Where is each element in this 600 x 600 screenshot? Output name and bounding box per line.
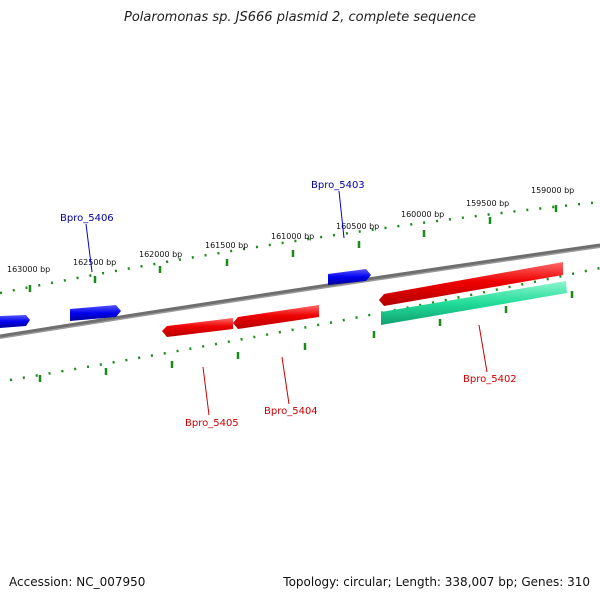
sequence-summary-text: Topology: circular; Length: 338,007 bp; … <box>283 575 590 589</box>
backbone-shadow <box>0 246 600 339</box>
scale-label: 159000 bp <box>531 186 574 195</box>
major-ticks <box>28 205 574 382</box>
gene-forward[interactable] <box>70 305 121 321</box>
gene-label[interactable]: Bpro_5405 <box>185 418 239 429</box>
leader-line <box>202 366 210 416</box>
scale-labels: 163000 bp 162500 bp 162000 bp 161500 bp … <box>7 186 574 274</box>
leader-line <box>478 324 488 373</box>
gene-label[interactable]: Bpro_5404 <box>264 406 318 417</box>
scale-label: 160500 bp <box>336 222 379 231</box>
leader-line <box>281 356 290 405</box>
gene-label[interactable]: Bpro_5406 <box>60 213 114 224</box>
gene-label[interactable]: Bpro_5403 <box>311 180 365 191</box>
gene-labels: Bpro_5406 Bpro_5403 Bpro_5405 Bpro_5404 … <box>60 180 517 429</box>
gene-forward[interactable] <box>0 315 30 328</box>
scale-label: 162500 bp <box>73 258 116 267</box>
map-title: Polaromonas sp. JS666 plasmid 2, complet… <box>123 10 476 25</box>
leader-line <box>85 223 93 273</box>
lower-scale-track <box>9 266 600 382</box>
scale-label: 161000 bp <box>271 232 314 241</box>
scale-label: 160000 bp <box>401 210 444 219</box>
scale-label: 163000 bp <box>7 265 50 274</box>
label-leaders <box>85 190 488 416</box>
reverse-strand-genes <box>162 262 567 337</box>
scale-label: 159500 bp <box>466 199 509 208</box>
gene-label[interactable]: Bpro_5402 <box>463 374 517 385</box>
scale-label: 161500 bp <box>205 241 248 250</box>
rna-gene[interactable] <box>381 281 567 325</box>
backbone-line <box>0 243 600 338</box>
forward-strand-genes <box>0 269 371 328</box>
gene-reverse[interactable] <box>233 305 319 329</box>
gene-forward[interactable] <box>328 269 371 285</box>
scale-label: 162000 bp <box>139 250 182 259</box>
accession-text: Accession: NC_007950 <box>9 575 146 589</box>
gene-reverse[interactable] <box>162 318 233 337</box>
gene-reverse[interactable] <box>379 262 563 306</box>
leader-line <box>338 190 345 239</box>
sequence-backbone <box>0 243 600 339</box>
